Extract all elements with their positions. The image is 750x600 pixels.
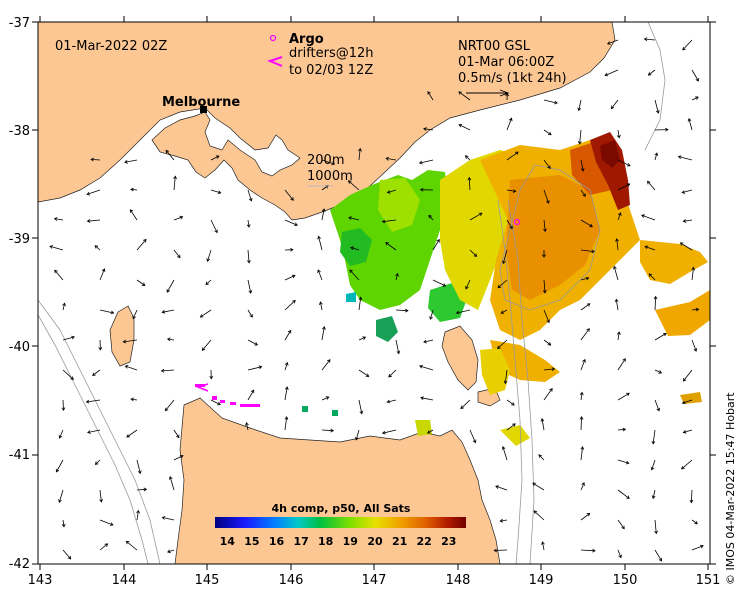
argo-legend-label: Argo xyxy=(289,32,324,47)
lat-tick-42: -42 xyxy=(9,557,30,572)
product-time: 01-Mar 06:00Z xyxy=(458,55,554,70)
colorbar-tick-19: 19 xyxy=(343,535,358,548)
lon-tick-151: 151 xyxy=(696,573,721,588)
colorbar-tick-14: 14 xyxy=(220,535,236,548)
colorbar-tick-15: 15 xyxy=(244,535,259,548)
lat-tick-38: -38 xyxy=(9,124,30,139)
lat-tick-39: -39 xyxy=(9,232,30,247)
lat-tick-40: -40 xyxy=(9,340,30,355)
colorbar-tick-18: 18 xyxy=(318,535,333,548)
axis-ticks xyxy=(32,16,716,570)
current-vectors xyxy=(49,37,704,562)
credit-label: © IMOS 04-Mar-2022 15:47 Hobart xyxy=(724,392,737,585)
colorbar-title: 4h comp, p50, All Sats xyxy=(272,502,411,515)
lon-tick-145: 145 xyxy=(195,573,220,588)
colorbar-tick-22: 22 xyxy=(417,535,432,548)
colorbar-tick-21: 21 xyxy=(392,535,407,548)
colorbar-tick-20: 20 xyxy=(367,535,383,548)
argo-float-marker xyxy=(513,218,521,226)
lon-tick-144: 144 xyxy=(112,573,137,588)
lat-tick-37: -37 xyxy=(9,16,30,31)
drifter-legend-line1: drifters@12h xyxy=(289,46,374,61)
lon-tick-148: 148 xyxy=(446,573,471,588)
drifter-arrowhead xyxy=(195,383,209,392)
colorbar xyxy=(215,517,466,528)
land-victoria xyxy=(38,22,616,221)
drifter-track xyxy=(195,384,260,407)
drifter-legend-line2: to 02/03 12Z xyxy=(289,63,373,78)
colorbar-ticks: 14 15 16 17 18 19 20 21 22 23 xyxy=(220,535,457,548)
isobath-1000-label: 1000m xyxy=(307,169,353,184)
map-date: 01-Mar-2022 02Z xyxy=(55,39,167,54)
colorbar-tick-17: 17 xyxy=(293,535,308,548)
city-label: Melbourne xyxy=(162,95,240,110)
colorbar-tick-16: 16 xyxy=(269,535,285,548)
lon-tick-143: 143 xyxy=(28,573,53,588)
velocity-scale-arrow xyxy=(466,89,510,97)
lon-tick-146: 146 xyxy=(279,573,304,588)
colorbar-tick-23: 23 xyxy=(441,535,456,548)
lon-tick-147: 147 xyxy=(362,573,387,588)
velocity-scale-label: 0.5m/s (1kt 24h) xyxy=(458,71,567,86)
land-flinders-island xyxy=(441,325,479,391)
product-label: NRT00 GSL xyxy=(458,39,531,54)
drifter-legend-icon xyxy=(267,56,283,67)
argo-legend-icon xyxy=(269,34,277,42)
land-king-island xyxy=(109,305,135,367)
lon-tick-149: 149 xyxy=(529,573,554,588)
isobath-200-label: 200m xyxy=(307,153,344,168)
melbourne-marker xyxy=(200,106,207,113)
lat-tick-41: -41 xyxy=(9,448,30,463)
lon-tick-150: 150 xyxy=(613,573,638,588)
